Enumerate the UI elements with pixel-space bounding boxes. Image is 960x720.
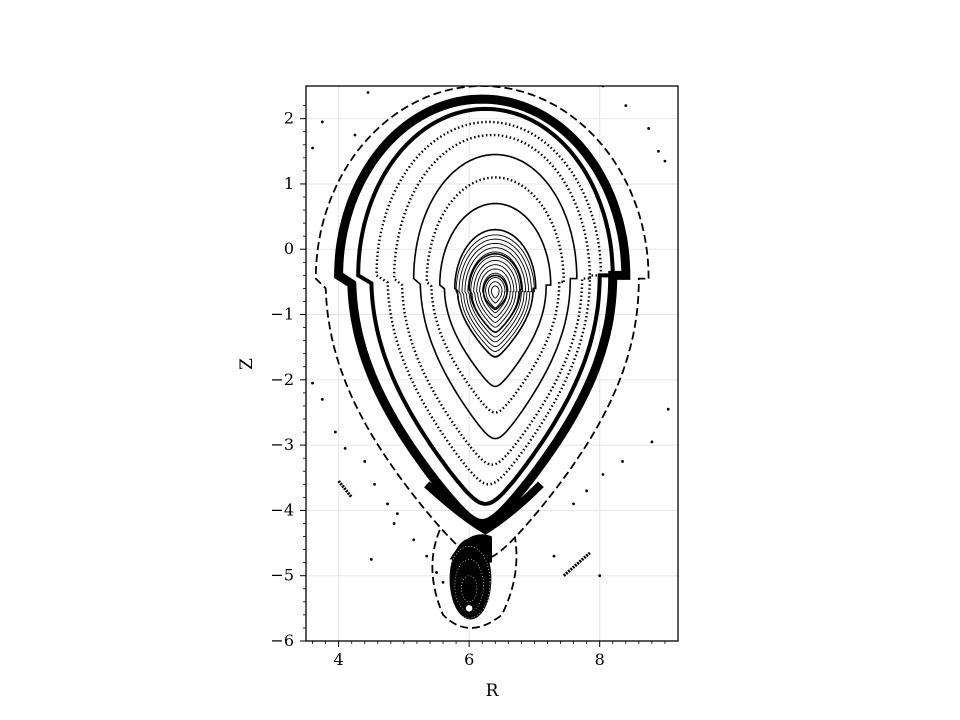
stray-point [363, 460, 367, 463]
inner-surface [487, 281, 503, 304]
y-axis-label: Z [237, 358, 257, 370]
outer-dashed-lobe [431, 529, 518, 629]
inner-surface [473, 259, 518, 328]
stray-point [333, 430, 337, 434]
stray-point [552, 554, 556, 558]
flux-surface [439, 202, 552, 388]
y-tick-label: −1 [270, 305, 294, 324]
stray-point [366, 91, 370, 94]
y-tick-label: −2 [270, 370, 294, 389]
stray-point [624, 104, 628, 107]
stray-point [585, 489, 589, 493]
flux-surface [314, 86, 650, 561]
island-surface [454, 559, 484, 612]
inner-surface [464, 247, 527, 343]
ticks: 4 6 8 2 1 0 −1 −2 −3 −4 −5 −6 [270, 105, 666, 669]
flux-surface [482, 274, 508, 311]
stray-point [425, 554, 429, 558]
island-surface [461, 575, 478, 603]
inner-surface [461, 242, 529, 348]
flux-surface [454, 228, 537, 358]
stray-point [441, 580, 445, 584]
y-tick-label: 2 [284, 109, 294, 128]
stray-point [572, 502, 575, 506]
stray-point [663, 159, 667, 163]
stray-point [647, 127, 651, 130]
plot-frame [305, 85, 679, 642]
inner-surface [479, 268, 512, 318]
inner-surface [482, 272, 509, 314]
flux-surface [356, 106, 615, 506]
stray-point [320, 398, 324, 401]
y-tick-label: −5 [270, 566, 294, 585]
stray-point [435, 571, 438, 574]
stray-segment [562, 551, 591, 577]
x-axis-label: R [486, 681, 500, 701]
stray-point [392, 522, 396, 525]
island-surface [447, 546, 491, 619]
stray-point [666, 407, 670, 411]
stray-point [373, 482, 376, 486]
flux-surface [375, 120, 603, 486]
island-neck [449, 534, 492, 563]
x-tick-label: 4 [334, 650, 344, 669]
y-tick-label: −3 [270, 435, 294, 454]
stray-point [320, 120, 324, 124]
x-tick-label: 8 [595, 650, 605, 669]
x-tick-label: 6 [464, 650, 474, 669]
stray-point [311, 381, 314, 385]
inner-surface [455, 234, 535, 357]
stray-point [412, 538, 416, 542]
separatrix-leg [424, 481, 544, 535]
inner-surface [458, 238, 532, 352]
stray-point [650, 440, 654, 444]
stray-point [598, 574, 602, 578]
inner-surface [485, 277, 506, 309]
stray-point [386, 502, 389, 506]
stray-point [621, 460, 624, 463]
inner-surface [467, 251, 524, 338]
stray-point [311, 146, 314, 150]
data-layer [311, 86, 670, 629]
y-tick-label: 0 [284, 239, 294, 258]
stray-point [601, 473, 605, 476]
stray-point [343, 446, 347, 450]
inner-surface [490, 285, 500, 299]
flux-surface [412, 153, 578, 440]
stray-point [657, 149, 660, 153]
inner-surface [470, 255, 521, 333]
stray-segment [337, 480, 353, 499]
y-tick-label: 1 [284, 174, 294, 193]
inner-surface [476, 264, 515, 323]
y-tick-label: −6 [270, 631, 294, 650]
lower-o-point [464, 603, 474, 614]
flux-surface [425, 176, 566, 414]
stray-point [369, 557, 373, 561]
stray-point [353, 133, 357, 137]
flux-surface [334, 94, 631, 529]
stray-point [395, 512, 399, 516]
y-tick-label: −4 [270, 500, 294, 519]
